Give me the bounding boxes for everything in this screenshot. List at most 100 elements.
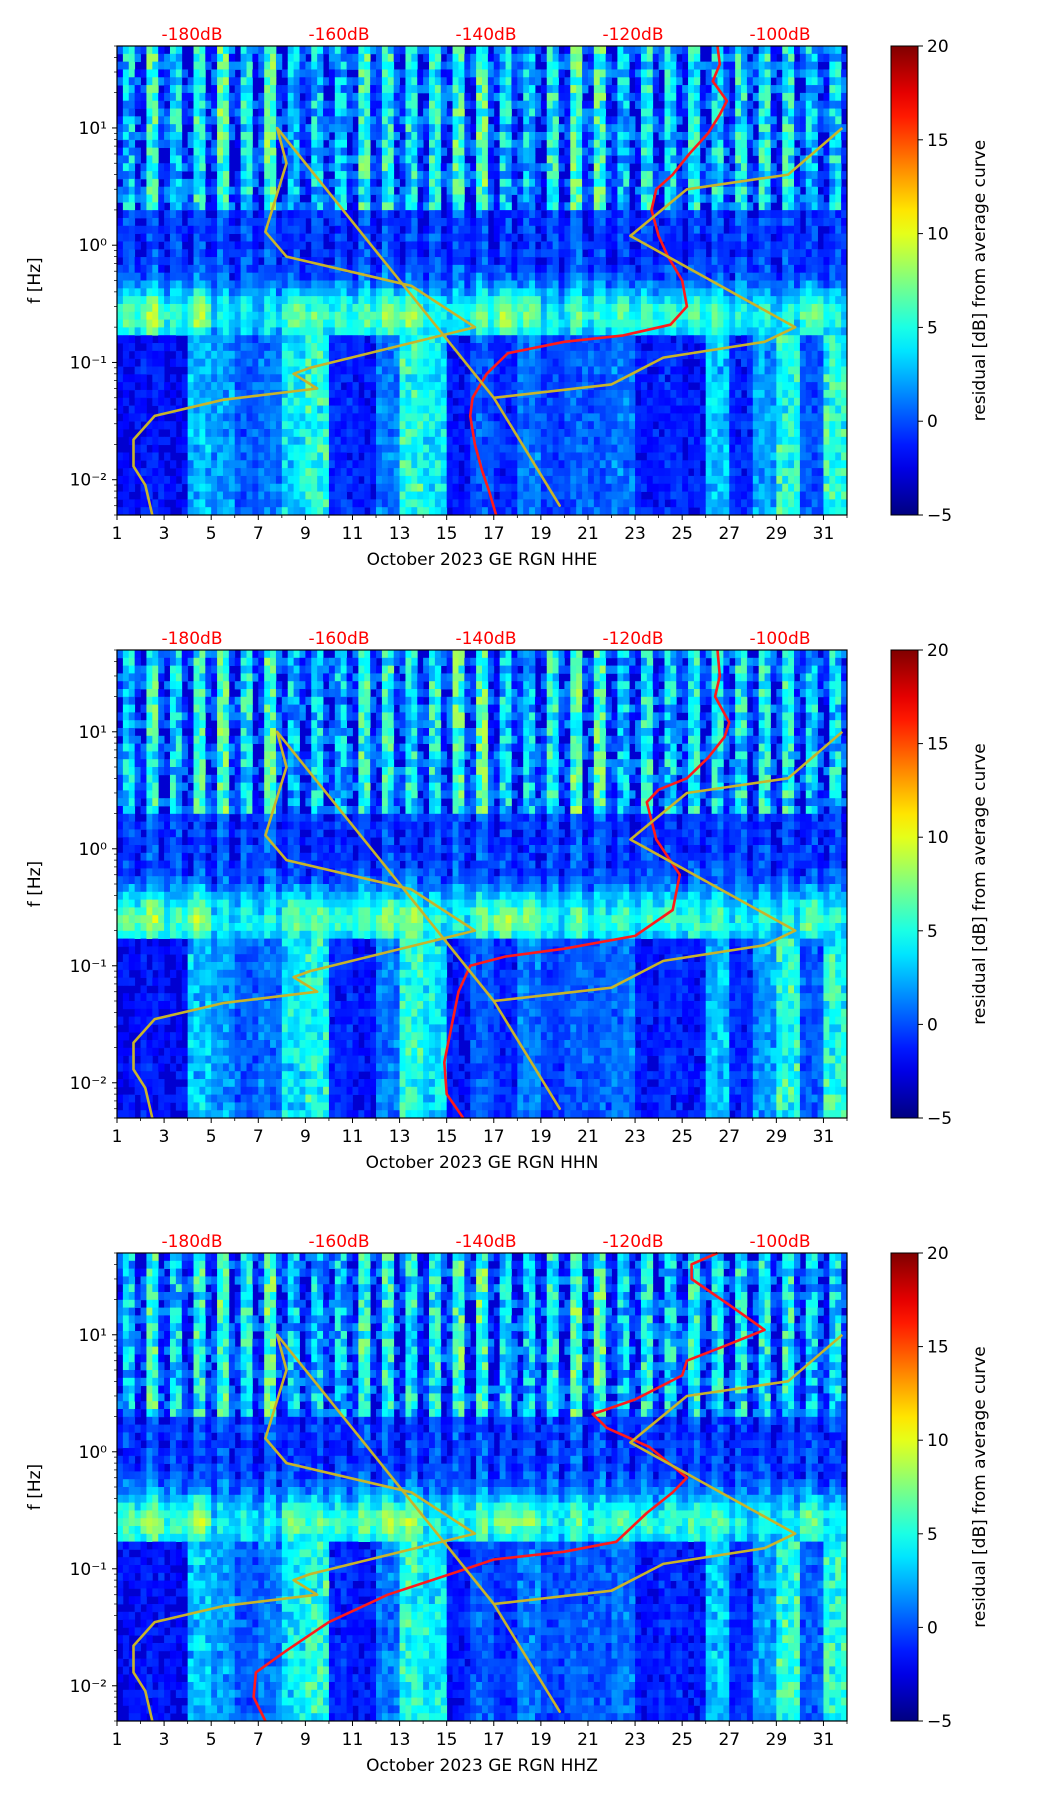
x-axis-label: October 2023 GE RGN HHN [366,1153,599,1173]
y-tick-label: 10⁰ [79,1443,108,1463]
x-tick-label: 31 [813,524,835,544]
x-tick-label: 7 [253,1730,264,1750]
x-tick-label: 31 [813,1127,835,1147]
x-tick-label: 11 [342,1127,364,1147]
x-tick-label: 19 [530,1127,552,1147]
x-tick-label: 5 [206,1730,217,1750]
x-tick-label: 7 [253,524,264,544]
x-tick-label: 17 [483,1730,505,1750]
x-tick-label: 9 [300,1730,311,1750]
db-scale-label: -180dB [161,629,222,649]
colorbar-tick-label: 0 [927,412,938,432]
x-tick-label: 23 [624,1127,646,1147]
x-tick-label: 3 [159,524,170,544]
colorbar-tick-label: 20 [927,1244,949,1264]
y-axis-label: f [Hz] [25,257,45,303]
x-tick-label: 9 [300,1127,311,1147]
y-tick-label: 10¹ [79,119,107,139]
x-tick-label: 7 [253,1127,264,1147]
x-tick-label: 27 [718,1127,740,1147]
x-tick-label: 3 [159,1730,170,1750]
colorbar-tick-label: 15 [927,735,949,755]
reference-curve [132,126,844,516]
colorbar-label: residual [dB] from average curve [970,1346,990,1627]
y-tick-label: 10⁻² [70,471,107,491]
y-axis-label: f [Hz] [25,861,45,907]
x-tick-label: 29 [766,1730,788,1750]
x-tick-label: 21 [577,1127,599,1147]
x-tick-label: 15 [436,524,458,544]
colorbar-tick-label: 20 [927,641,949,661]
heatmap-cells [117,46,848,516]
x-tick-label: 5 [206,524,217,544]
colorbar-tick-label: −5 [927,1109,952,1129]
db-scale-label: -160dB [308,629,369,649]
colorbar: −5 0 5 10 15 20 residual [dB] from average cur… [890,37,990,526]
x-tick-label: 9 [300,524,311,544]
spectrogram-panel-3: 1 3 5 7 9 11 13 15 17 19 21 23 25 27 29 3110⁻²10⁻¹10⁰10… [25,1232,990,1776]
colorbar-tick-label: 10 [927,1431,949,1451]
colorbar-tick-label: 15 [927,1338,949,1358]
residual-curve [468,45,729,516]
x-tick-label: 13 [389,1127,411,1147]
x-tick-label: 19 [530,524,552,544]
x-tick-label: 1 [112,1127,123,1147]
x-tick-label: 29 [766,524,788,544]
heatmap-cells [117,1253,848,1722]
y-tick-label: 10⁻² [70,1677,107,1697]
colorbar: −5 0 5 10 15 20 residual [dB] from average cur… [890,641,990,1129]
x-tick-label: 17 [483,1127,505,1147]
y-tick-label: 10¹ [79,1326,107,1346]
y-axis-label: f [Hz] [25,1464,45,1510]
x-tick-label: 27 [718,524,740,544]
colorbar-tick-label: 0 [927,1618,938,1638]
colorbar-tick-label: 5 [927,318,938,338]
db-scale-label: -180dB [161,1232,222,1252]
x-tick-label: 5 [206,1127,217,1147]
y-tick-label: 10⁻² [70,1074,107,1094]
x-tick-label: 15 [436,1730,458,1750]
x-tick-label: 17 [483,524,505,544]
db-scale-label: -100dB [749,629,810,649]
x-tick-label: 13 [389,524,411,544]
x-tick-label: 21 [577,1730,599,1750]
y-tick-label: 10⁻¹ [70,957,107,977]
colorbar: −5 0 5 10 15 20 residual [dB] from average cur… [890,1244,990,1732]
x-tick-label: 11 [342,1730,364,1750]
colorbar-tick-label: 5 [927,922,938,942]
db-scale-label: -100dB [749,1232,810,1252]
x-tick-label: 27 [718,1730,740,1750]
x-axis-label: October 2023 GE RGN HHE [367,550,598,570]
db-scale-label: -160dB [308,1232,369,1252]
colorbar-tick-label: −5 [927,1712,952,1732]
db-scale-label: -140dB [455,629,516,649]
db-scale-label: -140dB [455,1232,516,1252]
x-tick-label: 25 [671,1730,693,1750]
db-scale-label: -120dB [602,25,663,45]
colorbar-tick-label: 15 [927,131,949,151]
x-tick-label: 11 [342,524,364,544]
x-tick-label: 15 [436,1127,458,1147]
x-tick-label: 1 [112,1730,123,1750]
db-scale-label: -120dB [602,629,663,649]
db-scale-label: -160dB [308,25,369,45]
colorbar-tick-label: 10 [927,828,949,848]
db-scale-label: -120dB [602,1232,663,1252]
colorbar-tick-label: 0 [927,1015,938,1035]
x-tick-label: 29 [766,1127,788,1147]
x-tick-label: 13 [389,1730,411,1750]
x-axis-label: October 2023 GE RGN HHZ [366,1756,598,1776]
residual-curve [252,1251,766,1722]
x-tick-label: 23 [624,1730,646,1750]
y-tick-label: 10⁻¹ [70,1560,107,1580]
y-tick-label: 10⁰ [79,236,108,256]
db-scale-label: -100dB [749,25,810,45]
x-tick-label: 1 [112,524,123,544]
y-tick-label: 10⁻¹ [70,353,107,373]
x-tick-label: 19 [530,1730,552,1750]
x-tick-label: 25 [671,524,693,544]
colorbar-tick-label: 20 [927,37,949,57]
colorbar-label: residual [dB] from average curve [970,743,990,1024]
x-tick-label: 25 [671,1127,693,1147]
